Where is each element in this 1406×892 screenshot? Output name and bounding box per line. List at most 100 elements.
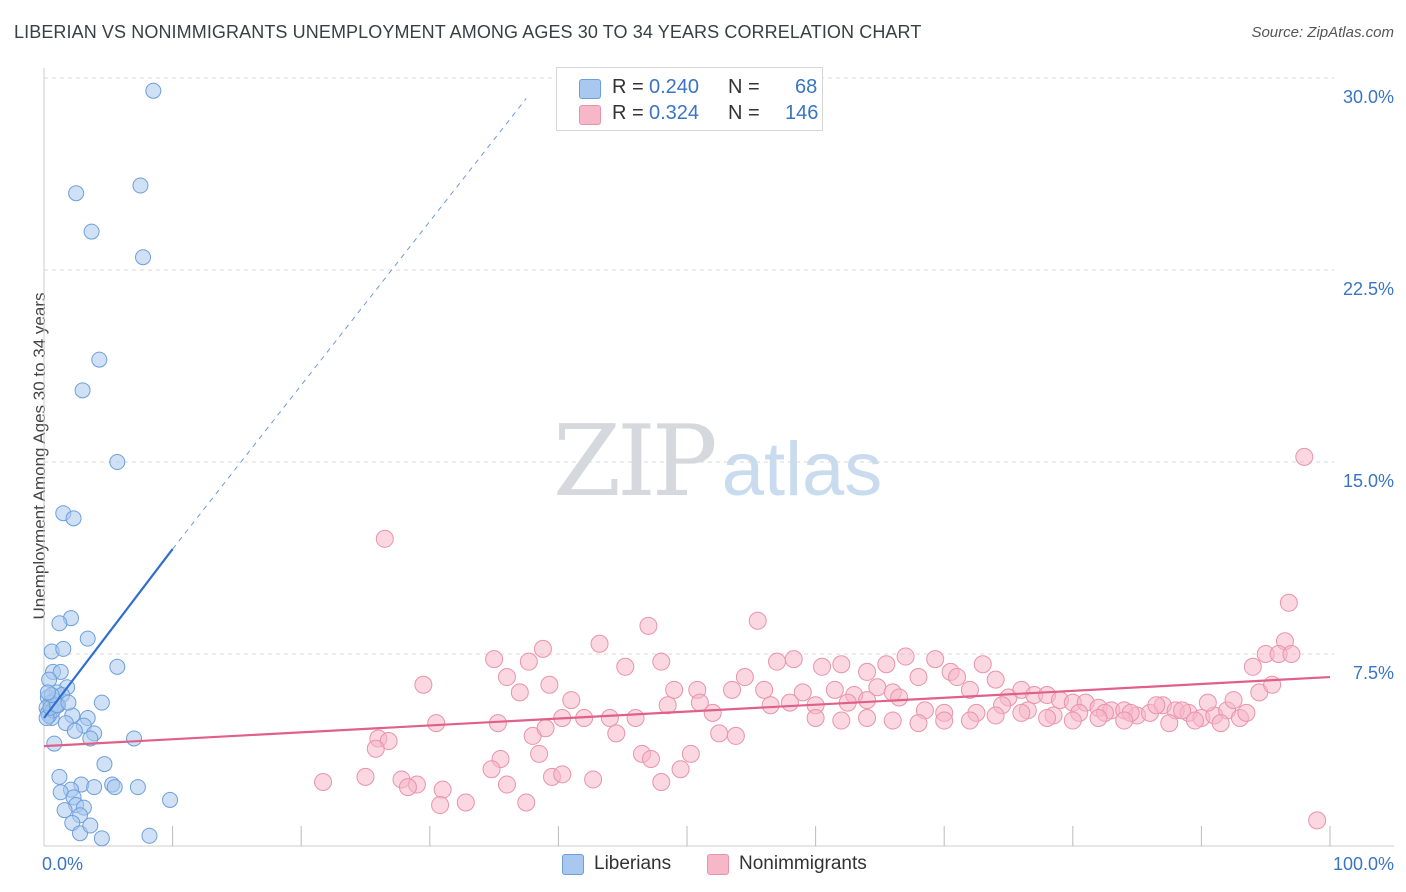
liberian-point (52, 663, 69, 680)
nonimmigrant-point (813, 657, 832, 676)
nonimmigrant-trend-line (43, 675, 1331, 748)
nonimmigrant-point (780, 693, 799, 712)
nonimmigrant-point (1147, 696, 1166, 715)
nonimmigrant-point (793, 683, 812, 702)
bottom-legend-nonimmigrants: Nonimmigrants (707, 851, 897, 879)
nonimmigrant-point (1063, 711, 1082, 730)
liberian-trend-extension (172, 98, 527, 550)
y-tick-label: 7.5% (1353, 663, 1394, 683)
nonimmigrant-point (890, 688, 909, 707)
nonimmigrant-point (517, 793, 536, 812)
nonimmigrant-point (607, 724, 626, 743)
nonimmigrant-point (652, 652, 671, 671)
legend-swatch-liberians (579, 79, 601, 99)
nonimmigrant-point (1282, 645, 1301, 663)
nonimmigrant-point (768, 652, 787, 671)
nonimmigrant-point (671, 760, 690, 779)
chart-title: LIBERIAN VS NONIMMIGRANTS UNEMPLOYMENT A… (14, 22, 922, 42)
nonimmigrant-point (761, 696, 780, 715)
nonimmigrant-point (553, 765, 572, 784)
nonimmigrant-point (973, 655, 992, 674)
bottom-legend-swatch-nonimmigrants (707, 854, 729, 875)
liberian-point (93, 830, 110, 847)
source-label: Source: ZipAtlas.com (1251, 24, 1394, 41)
nonimmigrant-point (431, 796, 450, 815)
nonimmigrant-point (398, 778, 417, 797)
nonimmigrant-point (536, 719, 555, 738)
nonimmigrant-point (366, 739, 385, 758)
nonimmigrant-point (519, 652, 538, 671)
nonimmigrant-point (510, 683, 529, 702)
nonimmigrant-point (641, 749, 660, 768)
legend-swatch-nonimmigrants (579, 105, 601, 125)
nonimmigrant-point (1308, 811, 1327, 830)
nonimmigrant-point (986, 706, 1005, 725)
nonimmigrant-point (935, 711, 954, 730)
nonimmigrant-point (806, 709, 825, 727)
nonimmigrant-point (616, 657, 635, 676)
liberian-point (126, 730, 143, 747)
nonimmigrant-point (600, 709, 619, 727)
nonimmigrant-point (909, 714, 928, 733)
legend-n-label: N = (728, 102, 760, 124)
y-tick-label: 30.0% (1343, 87, 1394, 107)
nonimmigrant-point (433, 780, 452, 799)
nonimmigrant-point (626, 709, 645, 727)
legend-n-value: 146 (785, 102, 819, 124)
nonimmigrant-point (482, 760, 501, 779)
legend-r-value: 0.324 (649, 102, 700, 124)
nonimmigrant-point (414, 675, 433, 694)
liberian-point (106, 779, 123, 796)
nonimmigrant-point (723, 680, 742, 699)
nonimmigrant-point (1089, 709, 1108, 727)
bottom-legend-liberians: Liberians (562, 851, 692, 879)
nonimmigrant-point (735, 668, 754, 687)
liberian-point (56, 802, 73, 819)
nonimmigrant-point (456, 793, 475, 812)
nonimmigrant-point (784, 650, 803, 669)
liberian-point (65, 510, 82, 527)
nonimmigrant-point (926, 650, 945, 669)
y-tick-label: 15.0% (1343, 471, 1394, 491)
liberian-point (68, 185, 85, 202)
liberian-point (132, 177, 149, 194)
nonimmigrant-point (652, 773, 671, 791)
nonimmigrant-point (1224, 691, 1243, 710)
correlation-legend: R = 0.240 N = 68 R = 0.324 N = 146 (556, 67, 823, 131)
liberian-point (55, 640, 72, 657)
nonimmigrant-point (497, 775, 516, 794)
liberian-point (109, 454, 126, 470)
nonimmigrant-point (726, 726, 745, 745)
nonimmigrant-point (883, 711, 902, 730)
nonimmigrant-point (427, 714, 446, 733)
nonimmigrant-point (590, 634, 609, 653)
nonimmigrant-point (755, 680, 774, 699)
x-tick-label: 0.0% (42, 854, 83, 874)
nonimmigrant-point (1198, 693, 1217, 712)
liberian-point (51, 768, 68, 785)
bottom-legend-label-nonimmigrants: Nonimmigrants (739, 853, 867, 874)
liberian-point (60, 694, 77, 711)
nonimmigrant-point (748, 611, 767, 630)
nonimmigrant-point (639, 616, 658, 635)
liberian-point (82, 730, 99, 747)
legend-r-label: R = (612, 102, 644, 124)
nonimmigrant-point (825, 680, 844, 699)
legend-row-liberians: R = 0.240 N = 68 (579, 76, 817, 102)
nonimmigrant-point (1243, 657, 1262, 676)
nonimmigrant-point (540, 675, 559, 694)
liberian-point (109, 658, 126, 675)
nonimmigrant-point (533, 639, 552, 658)
liberian-point (74, 382, 91, 399)
liberian-point (66, 722, 83, 739)
liberian-point (93, 694, 110, 711)
nonimmigrant-point (710, 724, 729, 743)
nonimmigrant-point (584, 770, 603, 789)
liberian-trend-line (43, 548, 174, 719)
nonimmigrant-point (832, 655, 851, 674)
nonimmigrant-point (530, 744, 549, 763)
liberian-point (83, 223, 100, 240)
nonimmigrant-point (375, 529, 394, 548)
liberian-point (79, 630, 96, 647)
liberian-point (91, 351, 108, 368)
